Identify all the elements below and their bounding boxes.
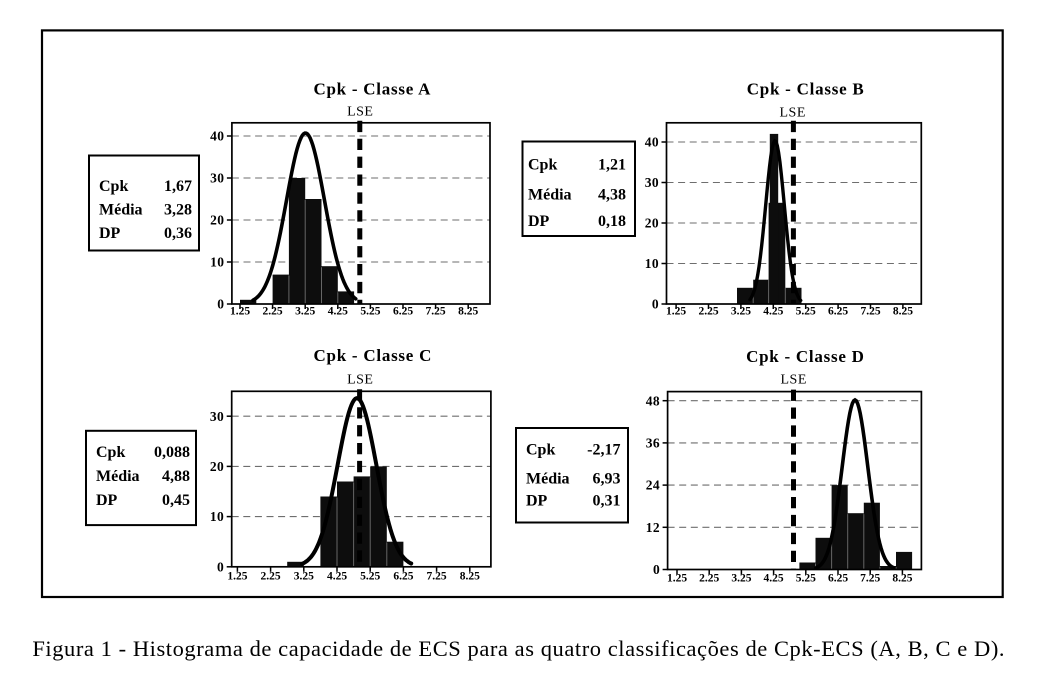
svg-text:20: 20 — [210, 459, 224, 474]
svg-text:Média: Média — [99, 202, 143, 219]
svg-text:5.25: 5.25 — [796, 573, 816, 585]
svg-text:1,67: 1,67 — [164, 178, 192, 195]
svg-text:DP: DP — [528, 213, 550, 230]
svg-text:4,38: 4,38 — [598, 187, 626, 204]
svg-text:Média: Média — [526, 471, 570, 488]
svg-text:4.25: 4.25 — [327, 571, 347, 583]
svg-text:8.25: 8.25 — [893, 306, 913, 318]
svg-text:2.25: 2.25 — [263, 306, 283, 318]
svg-text:1.25: 1.25 — [667, 573, 687, 585]
svg-text:4.25: 4.25 — [764, 573, 784, 585]
svg-text:6.25: 6.25 — [393, 571, 413, 583]
svg-text:6.25: 6.25 — [828, 573, 848, 585]
svg-text:1.25: 1.25 — [227, 571, 247, 583]
svg-text:LSE: LSE — [780, 105, 806, 120]
svg-text:7.25: 7.25 — [427, 571, 447, 583]
svg-text:0,18: 0,18 — [598, 213, 626, 230]
svg-text:2.25: 2.25 — [261, 571, 281, 583]
svg-text:4.25: 4.25 — [763, 306, 783, 318]
svg-text:30: 30 — [645, 175, 659, 190]
svg-text:8.25: 8.25 — [892, 573, 912, 585]
svg-text:3.25: 3.25 — [731, 306, 751, 318]
svg-text:0,36: 0,36 — [164, 225, 192, 242]
svg-text:0,45: 0,45 — [162, 492, 190, 509]
svg-text:Cpk - Classe C: Cpk - Classe C — [313, 346, 432, 365]
svg-text:40: 40 — [645, 135, 659, 150]
svg-text:LSE: LSE — [347, 373, 373, 388]
svg-text:3,28: 3,28 — [164, 202, 192, 219]
svg-text:8.25: 8.25 — [458, 306, 478, 318]
svg-text:1.25: 1.25 — [666, 306, 686, 318]
svg-text:Figura 1 - Histograma de capac: Figura 1 - Histograma de capacidade de E… — [32, 636, 1005, 661]
svg-text:6.25: 6.25 — [393, 306, 413, 318]
svg-text:DP: DP — [99, 225, 121, 242]
svg-text:1.25: 1.25 — [230, 306, 250, 318]
svg-text:24: 24 — [646, 478, 660, 493]
svg-text:-2,17: -2,17 — [587, 442, 620, 459]
svg-text:DP: DP — [526, 493, 548, 510]
svg-text:LSE: LSE — [781, 373, 807, 388]
svg-text:Cpk - Classe A: Cpk - Classe A — [313, 80, 431, 99]
svg-text:12: 12 — [646, 520, 660, 535]
svg-text:8.25: 8.25 — [460, 571, 480, 583]
svg-text:5.25: 5.25 — [360, 306, 380, 318]
svg-text:0: 0 — [217, 297, 224, 312]
svg-text:40: 40 — [210, 129, 224, 144]
svg-text:7.25: 7.25 — [426, 306, 446, 318]
svg-text:1,21: 1,21 — [598, 157, 626, 174]
svg-text:Cpk: Cpk — [99, 178, 128, 195]
svg-text:6.25: 6.25 — [828, 306, 848, 318]
svg-text:3.25: 3.25 — [294, 571, 314, 583]
svg-text:2.25: 2.25 — [698, 306, 718, 318]
svg-text:Cpk: Cpk — [96, 444, 125, 461]
svg-text:Média: Média — [528, 187, 572, 204]
svg-text:10: 10 — [210, 509, 224, 524]
svg-text:5.25: 5.25 — [796, 306, 816, 318]
svg-text:0: 0 — [652, 297, 659, 312]
svg-text:30: 30 — [210, 409, 224, 424]
svg-text:3.25: 3.25 — [731, 573, 751, 585]
svg-text:Cpk - Classe D: Cpk - Classe D — [746, 347, 865, 366]
svg-text:5.25: 5.25 — [360, 571, 380, 583]
svg-text:7.25: 7.25 — [860, 573, 880, 585]
svg-text:10: 10 — [645, 256, 659, 271]
svg-text:20: 20 — [210, 213, 224, 228]
svg-text:10: 10 — [210, 255, 224, 270]
svg-text:48: 48 — [646, 393, 660, 408]
svg-text:Cpk - Classe B: Cpk - Classe B — [747, 80, 865, 99]
svg-text:0: 0 — [653, 562, 660, 577]
svg-text:3.25: 3.25 — [295, 306, 315, 318]
svg-text:6,93: 6,93 — [593, 471, 621, 488]
svg-text:0: 0 — [217, 559, 224, 574]
svg-text:0,088: 0,088 — [154, 444, 190, 461]
svg-text:2.25: 2.25 — [699, 573, 719, 585]
svg-text:Média: Média — [96, 468, 140, 485]
svg-text:30: 30 — [210, 171, 224, 186]
svg-text:0,31: 0,31 — [593, 493, 621, 510]
svg-text:4.25: 4.25 — [328, 306, 348, 318]
svg-text:20: 20 — [645, 216, 659, 231]
svg-text:7.25: 7.25 — [860, 306, 880, 318]
svg-text:Cpk: Cpk — [526, 442, 555, 459]
svg-text:DP: DP — [96, 492, 118, 509]
svg-text:LSE: LSE — [347, 105, 373, 120]
svg-text:4,88: 4,88 — [162, 468, 190, 485]
svg-text:36: 36 — [646, 436, 660, 451]
svg-text:Cpk: Cpk — [528, 157, 557, 174]
